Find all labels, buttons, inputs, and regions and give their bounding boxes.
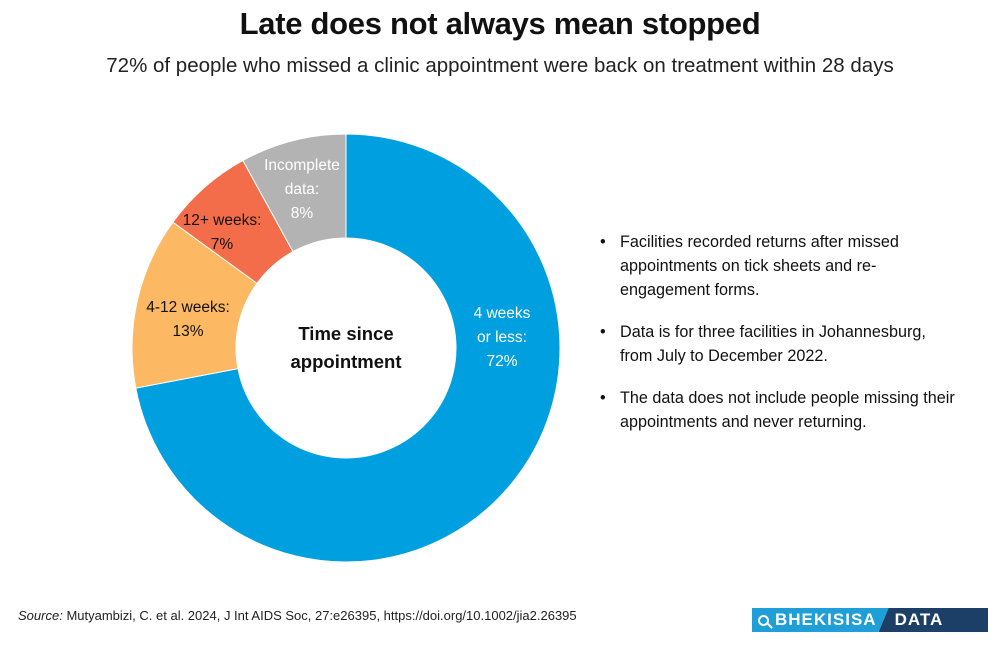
bhekisisa-data-logo: BHEKISISA DATA bbox=[752, 608, 988, 632]
donut-slice-4-weeks-or-less bbox=[135, 133, 561, 563]
source-note: Source: Mutyambizi, C. et al. 2024, J In… bbox=[18, 608, 577, 623]
note-text: The data does not include people missing… bbox=[620, 389, 955, 431]
source-prefix: Source: bbox=[18, 608, 63, 623]
note-text: Data is for three facilities in Johannes… bbox=[620, 323, 926, 365]
donut-slice-incomplete-data bbox=[242, 133, 347, 253]
slice-label: 12+ weeks: 7% bbox=[183, 212, 262, 253]
logo-right-text: DATA bbox=[894, 610, 944, 629]
notes-list: • Facilities recorded returns after misse… bbox=[598, 230, 958, 452]
chart-subtitle: 72% of people who missed a clinic appoin… bbox=[106, 54, 894, 77]
logo-left-block: BHEKISISA bbox=[752, 608, 889, 632]
note-item: • Data is for three facilities in Johanne… bbox=[598, 320, 958, 368]
bullet-icon: • bbox=[600, 233, 606, 251]
slice-label: Incomplete data: 8% bbox=[264, 157, 340, 222]
bullet-icon: • bbox=[600, 323, 606, 341]
donut-center-label: Time since appointment bbox=[291, 323, 402, 372]
logo-left-text: BHEKISISA bbox=[775, 610, 877, 629]
note-item: • Facilities recorded returns after misse… bbox=[598, 230, 958, 302]
magnifier-icon bbox=[758, 615, 769, 626]
logo-right-block: DATA bbox=[878, 608, 988, 632]
source-text: Mutyambizi, C. et al. 2024, J Int AIDS S… bbox=[66, 608, 577, 623]
note-item: • The data does not include people missin… bbox=[598, 386, 958, 434]
bullet-icon: • bbox=[600, 389, 606, 407]
note-text: Facilities recorded returns after missed… bbox=[620, 233, 899, 299]
slice-label: 4 weeks or less: 72% bbox=[474, 305, 531, 370]
chart-title: Late does not always mean stopped bbox=[239, 6, 761, 41]
slice-label: 4-12 weeks: 13% bbox=[146, 299, 230, 340]
